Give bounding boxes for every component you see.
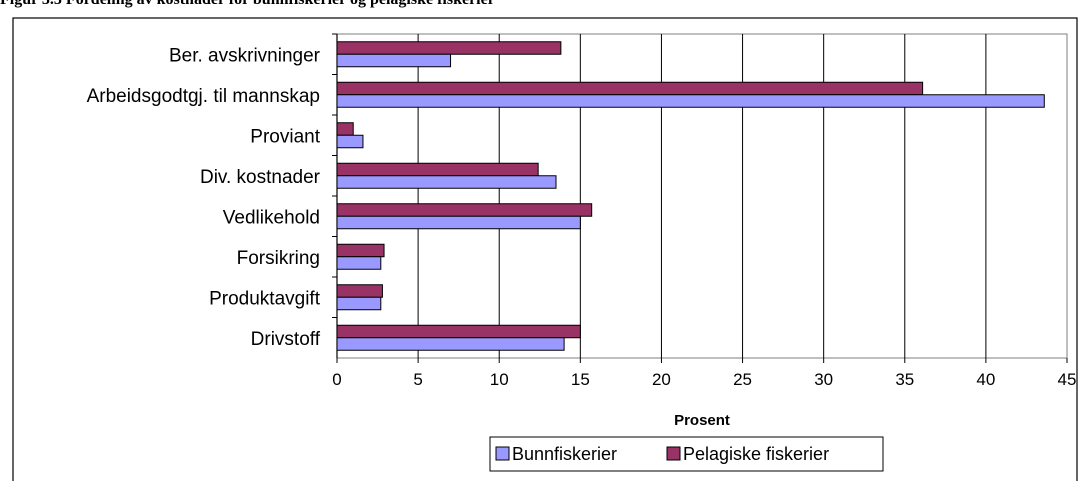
category-label-vedlikehold: Vedlikehold [223,207,320,228]
bar-pelagiske-fiskerier-vedlikehold [336,203,593,217]
x-tick-label: 35 [895,370,914,389]
x-tick-label: 20 [652,370,671,389]
x-tick-labels: 0 5 10 15 20 25 30 35 40 45 [332,370,1076,389]
legend-label-pelagiske-fiskerier: Pelagiske fiskerier [683,444,829,464]
bar-pelagiske-fiskerier-div-kostnader [336,162,539,177]
x-tick-label: 5 [413,370,422,389]
category-label-drivstoff: Drivstoff [251,329,321,350]
figure-title-cut: Figur 3.3 Fordeling av kostnader for bun… [0,0,1079,10]
category-label-forsikring: Forsikring [237,248,320,269]
x-tick-label: 25 [733,370,752,389]
bar-bunnfiskerier-produktavgift [336,296,382,311]
x-tick-label: 30 [814,370,833,389]
legend-box [489,436,884,472]
x-tick-label: 10 [490,370,509,389]
x-tick-label: 15 [571,370,590,389]
category-labels: Ber. avskrivninger Arbeidsgodtgj. til man… [87,45,321,350]
bar-pelagiske-fiskerier-proviant [336,122,354,136]
bar-pelagiske-fiskerier-ber-avskrivninger [336,41,562,55]
bar-pelagiske-fiskerier-arbeidsgodtgj-til-mannskap [336,81,924,96]
x-tick-label: 40 [976,370,995,389]
bar-pelagiske-fiskerier-produktavgift [336,284,383,298]
x-tick-label: 45 [1058,370,1077,389]
bars [336,41,1045,351]
bar-bunnfiskerier-forsikring [336,256,382,270]
bar-bunnfiskerier-proviant [336,134,364,149]
legend: Bunnfiskerier Pelagiske fiskerier [489,436,884,472]
bar-bunnfiskerier-ber-avskrivninger [336,53,452,68]
category-label-ber-avskrivninger: Ber. avskrivninger [169,45,321,66]
legend-swatch-bunnfiskerier [495,446,510,461]
category-label-div-kostnader: Div. kostnader [200,167,321,188]
bar-bunnfiskerier-div-kostnader [336,175,557,189]
x-tick-label: 0 [332,370,341,389]
x-axis-label: Prosent [674,412,730,429]
category-label-arbeidsgodtgj-til-mannskap: Arbeidsgodtgj. til mannskap [87,86,320,107]
legend-label-bunnfiskerier: Bunnfiskerier [512,444,617,464]
category-label-proviant: Proviant [250,126,320,147]
category-label-produktavgift: Produktavgift [209,288,321,309]
bar-pelagiske-fiskerier-drivstoff [336,324,581,339]
bar-bunnfiskerier-vedlikehold [336,215,581,230]
bar-bunnfiskerier-arbeidsgodtgj-til-mannskap [336,94,1045,108]
legend-swatch-pelagiske-fiskerier [666,446,681,461]
bar-pelagiske-fiskerier-forsikring [336,243,385,258]
bar-bunnfiskerier-drivstoff [336,337,565,351]
